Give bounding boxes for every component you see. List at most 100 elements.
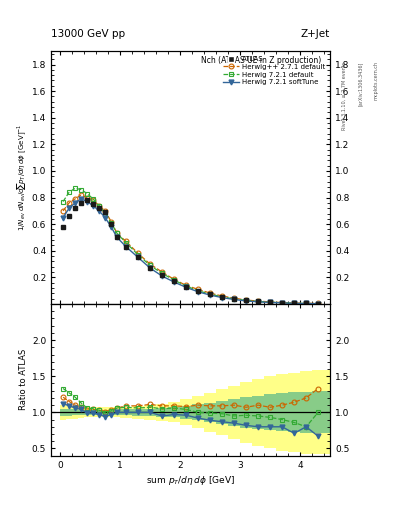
Herwig++ 2.7.1 default xyxy=(244,297,248,303)
Herwig 7.2.1 softTune xyxy=(316,301,320,307)
ATLAS xyxy=(103,209,107,215)
ATLAS xyxy=(280,300,285,306)
Herwig++ 2.7.1 default xyxy=(232,295,237,301)
ATLAS xyxy=(124,244,129,250)
Herwig 7.2.1 default xyxy=(61,199,66,205)
ATLAS xyxy=(73,205,77,211)
ATLAS xyxy=(292,300,296,306)
ATLAS xyxy=(184,284,189,290)
Herwig++ 2.7.1 default xyxy=(208,290,213,296)
Herwig 7.2.1 softTune xyxy=(67,205,72,211)
Herwig++ 2.7.1 default xyxy=(256,298,261,304)
Herwig 7.2.1 softTune xyxy=(160,273,164,279)
Herwig 7.2.1 softTune xyxy=(73,200,77,206)
Herwig 7.2.1 default xyxy=(67,189,72,195)
Herwig++ 2.7.1 default xyxy=(61,208,66,214)
Herwig++ 2.7.1 default xyxy=(280,300,285,306)
ATLAS xyxy=(67,213,72,219)
Herwig 7.2.1 softTune xyxy=(244,298,248,304)
Herwig 7.2.1 softTune xyxy=(208,292,213,298)
Herwig 7.2.1 default xyxy=(148,262,152,268)
Herwig 7.2.1 softTune xyxy=(172,279,176,285)
Y-axis label: Ratio to ATLAS: Ratio to ATLAS xyxy=(19,349,28,411)
ATLAS xyxy=(79,200,83,206)
Herwig++ 2.7.1 default xyxy=(97,202,101,208)
X-axis label: sum $p_T/d\eta\,d\phi$ [GeV]: sum $p_T/d\eta\,d\phi$ [GeV] xyxy=(146,474,235,487)
Herwig 7.2.1 default xyxy=(109,220,114,226)
Herwig 7.2.1 softTune xyxy=(85,199,90,205)
Text: [arXiv:1306.3436]: [arXiv:1306.3436] xyxy=(358,61,363,106)
Herwig 7.2.1 softTune xyxy=(280,300,285,306)
Herwig 7.2.1 softTune xyxy=(256,299,261,305)
Herwig++ 2.7.1 default xyxy=(73,196,77,202)
Herwig 7.2.1 default xyxy=(232,296,237,302)
ATLAS xyxy=(172,279,176,285)
Herwig 7.2.1 softTune xyxy=(292,300,296,306)
Herwig 7.2.1 default xyxy=(85,190,90,197)
ATLAS xyxy=(148,265,152,271)
Herwig++ 2.7.1 default xyxy=(85,195,90,201)
Herwig 7.2.1 default xyxy=(79,186,83,193)
Herwig 7.2.1 softTune xyxy=(103,215,107,221)
Herwig 7.2.1 default xyxy=(172,277,176,283)
ATLAS xyxy=(268,299,272,305)
Herwig++ 2.7.1 default xyxy=(124,239,129,245)
Herwig++ 2.7.1 default xyxy=(160,269,164,275)
Herwig 7.2.1 softTune xyxy=(268,300,272,306)
Herwig++ 2.7.1 default xyxy=(109,219,114,225)
ATLAS xyxy=(208,291,213,297)
Herwig 7.2.1 default xyxy=(91,196,95,202)
ATLAS xyxy=(85,197,90,203)
Herwig++ 2.7.1 default xyxy=(268,299,272,305)
Herwig 7.2.1 softTune xyxy=(97,208,101,214)
ATLAS xyxy=(97,205,101,211)
Herwig 7.2.1 softTune xyxy=(91,202,95,208)
ATLAS xyxy=(196,288,200,294)
ATLAS xyxy=(160,272,164,278)
Herwig 7.2.1 softTune xyxy=(148,265,152,271)
Herwig 7.2.1 default xyxy=(184,283,189,289)
Herwig 7.2.1 softTune xyxy=(136,254,140,261)
Herwig 7.2.1 softTune xyxy=(79,196,83,202)
Herwig++ 2.7.1 default xyxy=(304,300,309,306)
Legend: ATLAS, Herwig++ 2.7.1 default, Herwig 7.2.1 default, Herwig 7.2.1 softTune: ATLAS, Herwig++ 2.7.1 default, Herwig 7.… xyxy=(222,55,327,87)
ATLAS xyxy=(115,234,119,241)
Herwig 7.2.1 default xyxy=(316,301,320,307)
Herwig 7.2.1 default xyxy=(292,300,296,306)
Herwig++ 2.7.1 default xyxy=(91,197,95,203)
ATLAS xyxy=(109,221,114,227)
ATLAS xyxy=(220,293,224,300)
ATLAS xyxy=(91,201,95,207)
Herwig 7.2.1 default xyxy=(160,270,164,276)
Herwig 7.2.1 default xyxy=(244,297,248,304)
Herwig++ 2.7.1 default xyxy=(115,230,119,237)
Herwig++ 2.7.1 default xyxy=(292,300,296,306)
Herwig 7.2.1 softTune xyxy=(115,234,119,241)
Line: Herwig 7.2.1 softTune: Herwig 7.2.1 softTune xyxy=(61,197,321,306)
Herwig 7.2.1 softTune xyxy=(109,224,114,230)
Herwig++ 2.7.1 default xyxy=(67,200,72,206)
Herwig++ 2.7.1 default xyxy=(184,282,189,288)
Herwig++ 2.7.1 default xyxy=(196,286,200,292)
Herwig 7.2.1 default xyxy=(115,230,119,237)
Herwig 7.2.1 default xyxy=(220,294,224,300)
ATLAS xyxy=(232,295,237,302)
Herwig 7.2.1 default xyxy=(196,288,200,294)
Herwig 7.2.1 softTune xyxy=(184,284,189,290)
ATLAS xyxy=(61,224,66,230)
Herwig++ 2.7.1 default xyxy=(220,293,224,299)
ATLAS xyxy=(244,297,248,303)
Herwig 7.2.1 default xyxy=(136,252,140,258)
Herwig 7.2.1 softTune xyxy=(196,289,200,295)
Herwig 7.2.1 default xyxy=(73,185,77,191)
ATLAS xyxy=(256,298,261,305)
Herwig 7.2.1 default xyxy=(103,210,107,217)
Text: mcplots.cern.ch: mcplots.cern.ch xyxy=(373,61,378,100)
Herwig 7.2.1 softTune xyxy=(232,296,237,303)
Herwig 7.2.1 softTune xyxy=(61,215,66,221)
Text: Nch (ATLAS UE in Z production): Nch (ATLAS UE in Z production) xyxy=(202,56,322,65)
Herwig 7.2.1 softTune xyxy=(220,294,224,301)
Herwig++ 2.7.1 default xyxy=(172,276,176,283)
Herwig 7.2.1 default xyxy=(208,291,213,297)
Herwig 7.2.1 default xyxy=(268,299,272,305)
